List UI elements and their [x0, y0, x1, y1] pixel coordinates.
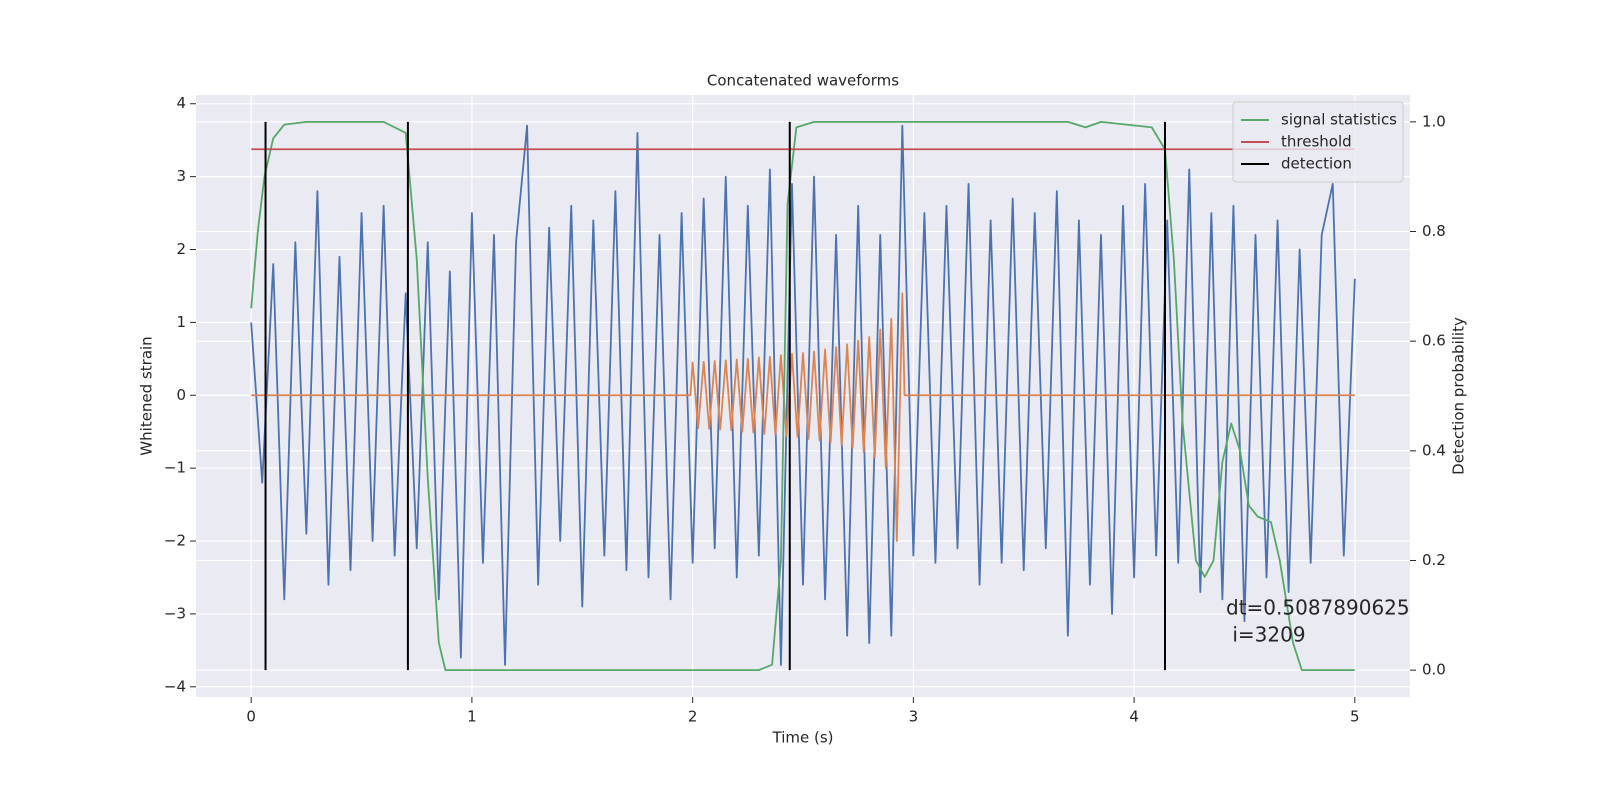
x-tick-label: 3 [909, 708, 919, 726]
series-line [250, 124, 1356, 666]
y-tick-label: −1 [164, 459, 186, 477]
y-tick-label: 0 [176, 386, 186, 404]
y-tick-label: −4 [164, 677, 186, 695]
y2-tick-label: 1.0 [1422, 112, 1446, 130]
y-tick-label: 2 [176, 240, 186, 258]
y2-tick-label: 0.2 [1422, 551, 1446, 569]
y-tick-label: 3 [176, 167, 186, 185]
y-tick-label: 4 [176, 94, 186, 112]
annotation: i=3209 [1226, 623, 1306, 647]
x-axis-label: Time (s) [772, 729, 834, 747]
legend-label: threshold [1281, 133, 1352, 151]
legend-box [1232, 101, 1404, 183]
y-axis-label: Whitened strain [138, 336, 156, 455]
series-line [250, 120, 1355, 672]
x-tick-label: 1 [467, 708, 477, 726]
legend: signal statistics threshold detection [1232, 101, 1404, 183]
y2-tick-label: 0.8 [1422, 222, 1446, 240]
legend-label: signal statistics [1281, 111, 1397, 129]
legend-label: detection [1281, 155, 1352, 173]
chart-title: Concatenated waveforms [707, 72, 899, 90]
plot-marks [250, 120, 1356, 672]
y2-axis-label: Detection probability [1450, 317, 1468, 475]
x-tick-label: 2 [688, 708, 698, 726]
y-tick-label: −2 [164, 532, 186, 550]
y2-tick-label: 0.4 [1422, 441, 1446, 459]
x-tick-label: 4 [1129, 708, 1139, 726]
y-tick-label: 1 [176, 313, 186, 331]
y-tick-label: −3 [164, 604, 186, 622]
y2-tick-label: 0.0 [1422, 661, 1446, 679]
annotation: dt=0.5087890625 [1226, 596, 1410, 620]
y2-tick-label: 0.6 [1422, 332, 1446, 350]
x-tick-label: 0 [246, 708, 256, 726]
x-tick-label: 5 [1350, 708, 1360, 726]
series-line [251, 292, 1355, 542]
